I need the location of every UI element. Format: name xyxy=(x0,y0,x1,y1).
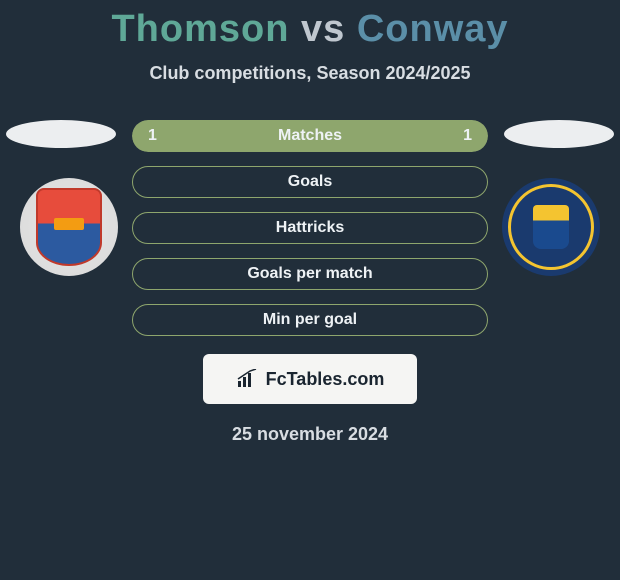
date: 25 november 2024 xyxy=(0,424,620,445)
stat-value-right: 1 xyxy=(463,127,472,145)
stat-row-goals: Goals xyxy=(132,166,488,198)
stat-row-goals-per-match: Goals per match xyxy=(132,258,488,290)
stats-container: 1 Matches 1 Goals Hattricks Goals per ma… xyxy=(132,120,488,336)
stat-label: Hattricks xyxy=(276,219,344,237)
player2-club-badge xyxy=(502,178,600,276)
badge-shield-icon xyxy=(20,178,118,276)
stat-label: Min per goal xyxy=(263,311,357,329)
stat-label: Matches xyxy=(278,127,342,145)
subtitle: Club competitions, Season 2024/2025 xyxy=(0,63,620,84)
branding-box[interactable]: FcTables.com xyxy=(203,354,417,404)
chart-icon xyxy=(236,369,260,389)
stat-value-left: 1 xyxy=(148,127,157,145)
stat-row-min-per-goal: Min per goal xyxy=(132,304,488,336)
player2-oval xyxy=(504,120,614,148)
branding-text: FcTables.com xyxy=(266,369,385,390)
player1-oval xyxy=(6,120,116,148)
comparison-title: Thomson vs Conway xyxy=(0,0,620,51)
badge-crest-icon xyxy=(502,178,600,276)
player1-name: Thomson xyxy=(111,8,289,50)
stat-row-hattricks: Hattricks xyxy=(132,212,488,244)
stat-label: Goals xyxy=(288,173,332,191)
content-area: 1 Matches 1 Goals Hattricks Goals per ma… xyxy=(0,120,620,445)
vs-text: vs xyxy=(301,8,345,50)
player1-club-badge xyxy=(20,178,118,276)
stat-label: Goals per match xyxy=(247,265,372,283)
stat-row-matches: 1 Matches 1 xyxy=(132,120,488,152)
player2-name: Conway xyxy=(357,8,509,50)
